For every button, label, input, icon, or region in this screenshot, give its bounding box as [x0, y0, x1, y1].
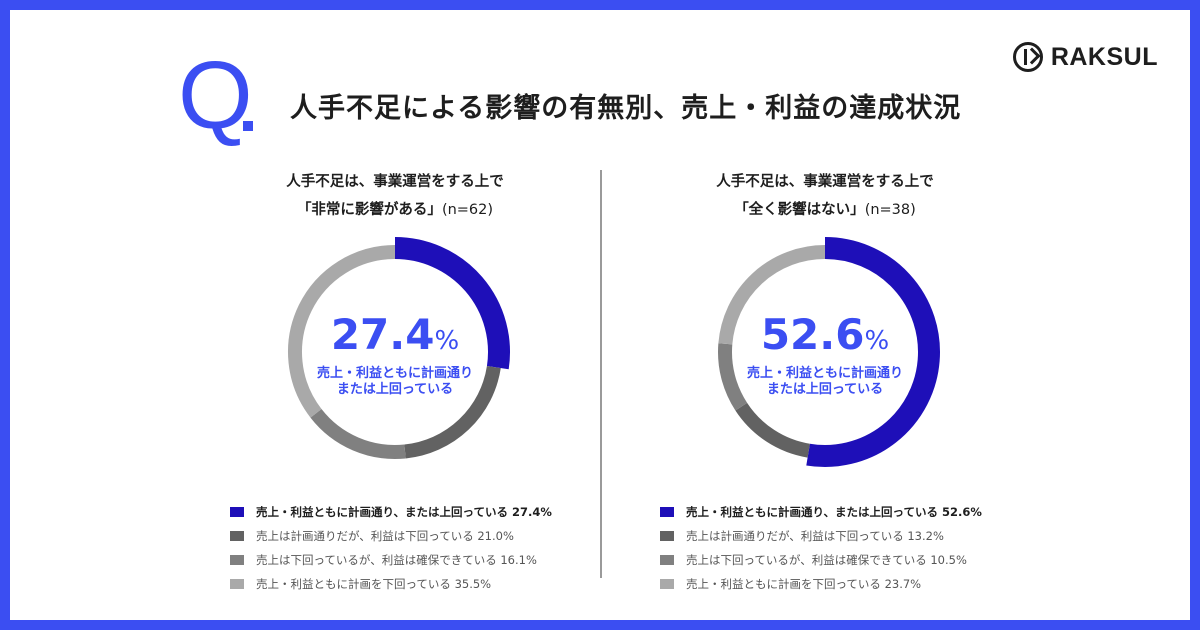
- donut-svg: [288, 237, 510, 459]
- center-readout: 27.4% 売上・利益ともに計画通り または上回っている: [277, 312, 513, 398]
- center-readout: 52.6% 売上・利益ともに計画通り または上回っている: [707, 312, 943, 398]
- center-number: 27.4: [330, 310, 435, 359]
- center-label: 売上・利益ともに計画通り または上回っている: [277, 366, 513, 398]
- panel-title-line2: 「全く影響はない」(n=38): [590, 196, 1060, 224]
- legend-label: 売上は計画通りだが、利益は下回っている 21.0%: [256, 529, 514, 543]
- legend-item: 売上・利益ともに計画を下回っている 23.7%: [660, 572, 982, 596]
- donut-segment: [394, 237, 510, 370]
- donut-segment: [310, 408, 406, 459]
- legend-swatch: [660, 555, 674, 565]
- legend-swatch: [230, 507, 244, 517]
- legend-swatch: [660, 507, 674, 517]
- q-mark: Q: [178, 42, 253, 149]
- legend-label: 売上は計画通りだが、利益は下回っている 13.2%: [686, 529, 944, 543]
- legend-item: 売上は下回っているが、利益は確保できている 10.5%: [660, 548, 982, 572]
- legend-item: 売上は下回っているが、利益は確保できている 16.1%: [230, 548, 552, 572]
- q-dot: [243, 121, 253, 131]
- center-label-line2: または上回っている: [766, 382, 884, 397]
- panel-title-line1: 人手不足は、事業運営をする上で: [286, 174, 504, 190]
- legend-swatch: [660, 579, 674, 589]
- legend: 売上・利益ともに計画通り、または上回っている 52.6% 売上は計画通りだが、利…: [660, 500, 982, 596]
- donut-segment: [806, 237, 940, 467]
- donut-svg: [718, 237, 940, 467]
- legend-item: 売上・利益ともに計画通り、または上回っている 52.6%: [660, 500, 982, 524]
- donut-chart: 27.4% 売上・利益ともに計画通り または上回っている: [277, 234, 513, 470]
- center-label-line2: または上回っている: [336, 382, 454, 397]
- donut-segment: [288, 245, 396, 418]
- legend-label: 売上・利益ともに計画通り、または上回っている 52.6%: [686, 505, 982, 519]
- donut-segment: [404, 365, 501, 459]
- panel-title: 人手不足は、事業運営をする上で 「全く影響はない」(n=38): [590, 168, 1060, 224]
- legend-item: 売上・利益ともに計画を下回っている 35.5%: [230, 572, 552, 596]
- center-value: 52.6%: [707, 312, 943, 364]
- legend-label: 売上・利益ともに計画を下回っている 23.7%: [686, 577, 922, 591]
- legend-item: 売上は計画通りだが、利益は下回っている 21.0%: [230, 524, 552, 548]
- panel-title-line2: 「非常に影響がある」(n=62): [160, 196, 630, 224]
- center-number: 52.6: [760, 310, 865, 359]
- center-value: 27.4%: [277, 312, 513, 364]
- panel-left: 人手不足は、事業運営をする上で 「非常に影響がある」(n=62) 27.4% 売…: [160, 168, 630, 591]
- legend-swatch: [230, 555, 244, 565]
- legend-item: 売上・利益ともに計画通り、または上回っている 27.4%: [230, 500, 552, 524]
- panel-title-group: 「全く影響はない」: [734, 202, 865, 218]
- center-label-line1: 売上・利益ともに計画通り: [746, 366, 903, 381]
- panel-title-line1: 人手不足は、事業運営をする上で: [716, 174, 934, 190]
- legend-item: 売上は計画通りだが、利益は下回っている 13.2%: [660, 524, 982, 548]
- brand-name: RAKSUL: [1050, 42, 1158, 71]
- raksul-logo-icon: [1012, 42, 1043, 72]
- legend-label: 売上は下回っているが、利益は確保できている 16.1%: [256, 553, 537, 567]
- legend-swatch: [230, 579, 244, 589]
- panel-divider: [600, 170, 602, 578]
- brand: RAKSUL: [1012, 42, 1158, 72]
- center-label-line1: 売上・利益ともに計画通り: [316, 366, 473, 381]
- center-label: 売上・利益ともに計画通り または上回っている: [707, 366, 943, 398]
- donut-segment: [735, 402, 811, 458]
- donut-segment: [718, 343, 748, 411]
- panel-title: 人手不足は、事業運営をする上で 「非常に影響がある」(n=62): [160, 168, 630, 224]
- page-title: 人手不足による影響の有無別、売上・利益の達成状況: [290, 93, 962, 124]
- center-unit: %: [434, 326, 460, 356]
- panel-title-group: 「非常に影響がある」: [296, 202, 442, 218]
- legend: 売上・利益ともに計画通り、または上回っている 27.4% 売上は計画通りだが、利…: [230, 500, 552, 596]
- center-unit: %: [864, 326, 890, 356]
- legend-swatch: [660, 531, 674, 541]
- panel-sample-size: (n=38): [864, 202, 916, 218]
- donut-segment: [718, 245, 826, 345]
- legend-label: 売上は下回っているが、利益は確保できている 10.5%: [686, 553, 967, 567]
- infographic-card: Q 人手不足による影響の有無別、売上・利益の達成状況 RAKSUL 人手不足は、…: [10, 10, 1190, 620]
- legend-label: 売上・利益ともに計画を下回っている 35.5%: [256, 577, 492, 591]
- legend-label: 売上・利益ともに計画通り、または上回っている 27.4%: [256, 505, 552, 519]
- panel-sample-size: (n=62): [441, 202, 494, 218]
- panel-right: 人手不足は、事業運営をする上で 「全く影響はない」(n=38) 52.6% 売上…: [590, 168, 1060, 591]
- legend-swatch: [230, 531, 244, 541]
- donut-chart: 52.6% 売上・利益ともに計画通り または上回っている: [707, 234, 943, 470]
